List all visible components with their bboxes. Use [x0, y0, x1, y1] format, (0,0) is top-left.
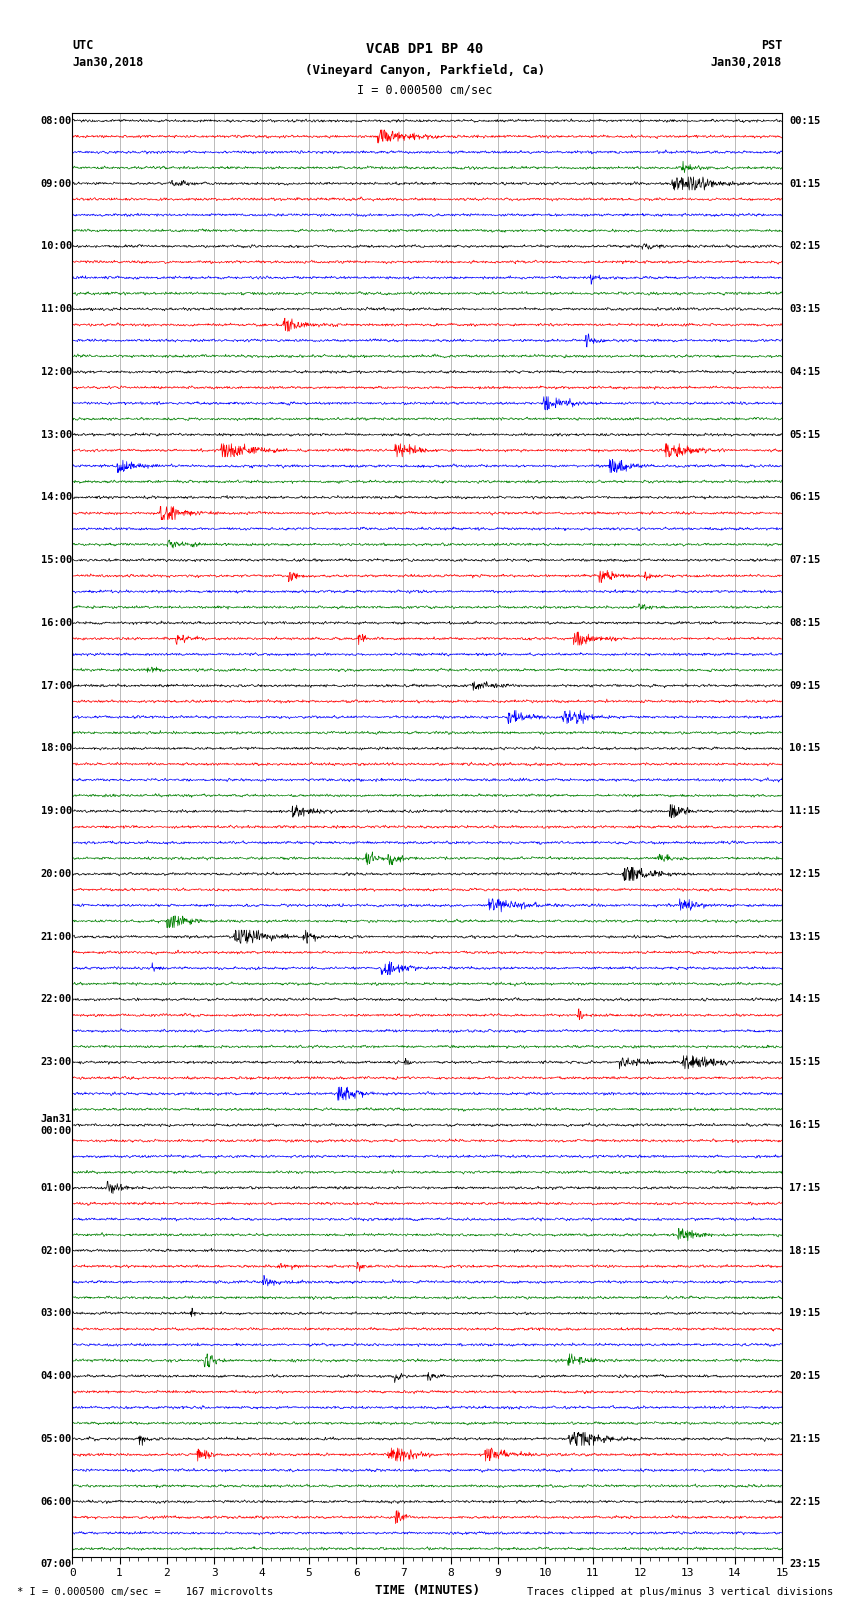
Text: 23:00: 23:00	[41, 1057, 71, 1068]
Text: 14:15: 14:15	[789, 995, 820, 1005]
Text: I = 0.000500 cm/sec: I = 0.000500 cm/sec	[357, 84, 493, 97]
Text: 21:00: 21:00	[41, 932, 71, 942]
Text: 09:00: 09:00	[41, 179, 71, 189]
Text: 13:00: 13:00	[41, 429, 71, 440]
Text: 10:15: 10:15	[789, 744, 820, 753]
Text: Jan30,2018: Jan30,2018	[711, 56, 782, 69]
Text: Traces clipped at plus/minus 3 vertical divisions: Traces clipped at plus/minus 3 vertical …	[527, 1587, 833, 1597]
Text: * I = 0.000500 cm/sec =    167 microvolts: * I = 0.000500 cm/sec = 167 microvolts	[17, 1587, 273, 1597]
Text: 04:00: 04:00	[41, 1371, 71, 1381]
Text: 20:15: 20:15	[789, 1371, 820, 1381]
Text: 20:00: 20:00	[41, 869, 71, 879]
Text: 17:00: 17:00	[41, 681, 71, 690]
Text: 19:00: 19:00	[41, 806, 71, 816]
Text: 03:15: 03:15	[789, 305, 820, 315]
Text: 08:00: 08:00	[41, 116, 71, 126]
Text: 12:00: 12:00	[41, 366, 71, 377]
Text: 15:15: 15:15	[789, 1057, 820, 1068]
Text: 02:15: 02:15	[789, 242, 820, 252]
Text: 03:00: 03:00	[41, 1308, 71, 1318]
Text: 07:00: 07:00	[41, 1560, 71, 1569]
Text: 06:00: 06:00	[41, 1497, 71, 1507]
Text: 18:00: 18:00	[41, 744, 71, 753]
Text: 11:15: 11:15	[789, 806, 820, 816]
Text: 11:00: 11:00	[41, 305, 71, 315]
Text: Jan31
00:00: Jan31 00:00	[41, 1115, 71, 1136]
Text: 15:00: 15:00	[41, 555, 71, 565]
Text: PST: PST	[761, 39, 782, 52]
Text: 16:00: 16:00	[41, 618, 71, 627]
X-axis label: TIME (MINUTES): TIME (MINUTES)	[375, 1584, 479, 1597]
Text: 13:15: 13:15	[789, 932, 820, 942]
Text: 01:15: 01:15	[789, 179, 820, 189]
Text: 04:15: 04:15	[789, 366, 820, 377]
Text: 07:15: 07:15	[789, 555, 820, 565]
Text: 23:15: 23:15	[789, 1560, 820, 1569]
Text: 16:15: 16:15	[789, 1119, 820, 1131]
Text: 21:15: 21:15	[789, 1434, 820, 1444]
Text: 17:15: 17:15	[789, 1182, 820, 1192]
Text: 22:00: 22:00	[41, 995, 71, 1005]
Text: 05:00: 05:00	[41, 1434, 71, 1444]
Text: 10:00: 10:00	[41, 242, 71, 252]
Text: VCAB DP1 BP 40: VCAB DP1 BP 40	[366, 42, 484, 56]
Text: 18:15: 18:15	[789, 1245, 820, 1255]
Text: 14:00: 14:00	[41, 492, 71, 502]
Text: 01:00: 01:00	[41, 1182, 71, 1192]
Text: 12:15: 12:15	[789, 869, 820, 879]
Text: 09:15: 09:15	[789, 681, 820, 690]
Text: 02:00: 02:00	[41, 1245, 71, 1255]
Text: 22:15: 22:15	[789, 1497, 820, 1507]
Text: (Vineyard Canyon, Parkfield, Ca): (Vineyard Canyon, Parkfield, Ca)	[305, 65, 545, 77]
Text: 06:15: 06:15	[789, 492, 820, 502]
Text: Jan30,2018: Jan30,2018	[72, 56, 144, 69]
Text: 00:15: 00:15	[789, 116, 820, 126]
Text: 08:15: 08:15	[789, 618, 820, 627]
Text: 05:15: 05:15	[789, 429, 820, 440]
Text: 19:15: 19:15	[789, 1308, 820, 1318]
Text: UTC: UTC	[72, 39, 94, 52]
